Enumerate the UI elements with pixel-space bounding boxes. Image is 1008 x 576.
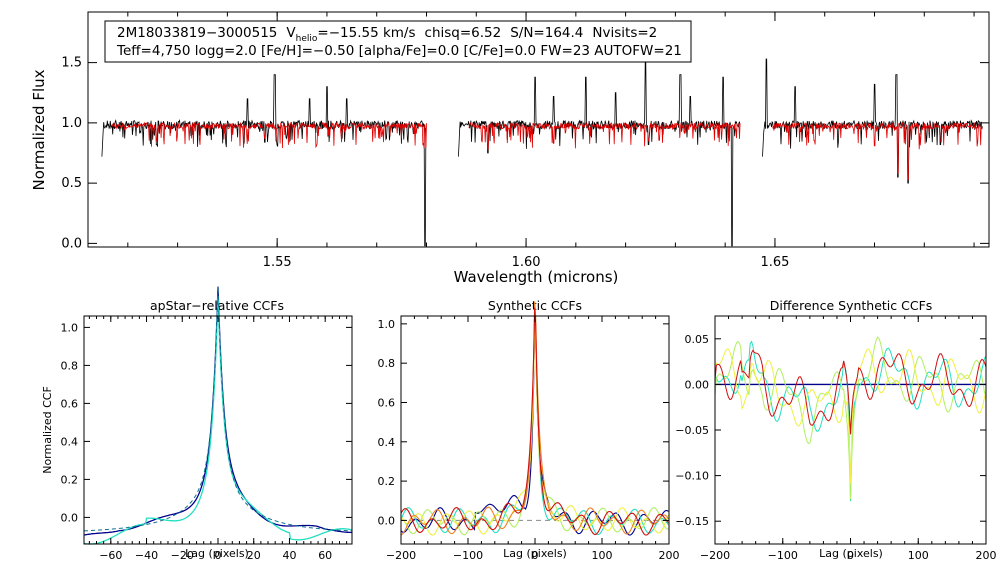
x-tick-label: 200 [976,549,997,562]
v-label: V [286,25,296,41]
ccf-series-line [83,296,353,545]
difference-series-line [714,348,987,484]
ccf-series-line [400,301,669,536]
y-axis-label: Normalized Flux [30,69,48,190]
y-tick-label: 1.0 [61,116,82,131]
y-tick-label: 0.5 [61,176,82,191]
y-tick-label: 0.8 [61,359,79,372]
model-spectrum-line [111,121,983,180]
ccf-series-line [84,286,352,532]
observed-spectrum-line [101,58,983,247]
x-tick-label: 1.65 [760,255,789,270]
panel-title: Difference Synthetic CCFs [770,298,933,313]
x-tick-label: 200 [659,549,680,562]
difference-ccf-lines [714,336,987,502]
x-tick-label: 100 [908,549,929,562]
y-tick-label: −0.05 [675,424,709,437]
difference-ccf-panel: Difference Synthetic CCFs Lag (pixels) −… [675,298,996,562]
info-box [104,20,692,63]
y-tick-label: −0.10 [675,470,709,483]
v-sub: helio [296,34,318,44]
x-tick-label: 1.60 [512,255,541,270]
x-tick-label: 0 [532,549,539,562]
y-tick-label: 0.00 [685,378,710,391]
x-tick-label: −200 [386,549,416,562]
ccf-series-line [400,307,669,536]
y-tick-label: 1.0 [378,318,396,331]
y-tick-label: 0.0 [378,514,396,527]
x-tick-label: −60 [99,549,122,562]
x-tick-label: −100 [768,549,798,562]
x-axis-label: Lag (pixels) [819,547,883,560]
y-tick-label: 0.0 [61,511,79,524]
x-tick-label: 40 [282,549,296,562]
x-axis-label: Lag (pixels) [185,547,249,560]
apstar-ticks [84,316,352,544]
x-tick-label: 100 [592,549,613,562]
y-tick-label: 1.5 [61,56,82,71]
x-axis-label: Lag (pixels) [503,547,567,560]
difference-series-line [714,336,987,500]
ccf-series-line [83,286,352,536]
y-tick-label: 0.4 [378,436,396,449]
synthetic-ticks [400,316,670,544]
difference-ticks [714,316,987,544]
x-tick-label: −40 [135,549,158,562]
info-line-2: Teff=4,750 logg=2.0 [Fe/H]=−0.50 [alpha/… [116,43,682,59]
spectrum-plot-area [101,58,983,247]
synthetic-ccf-lines [400,301,669,536]
x-tick-label: 0 [215,549,222,562]
y-tick-label: 0.8 [378,357,396,370]
x-axis-label: Wavelength (microns) [454,268,619,286]
spectrum-axes-frame [87,11,990,248]
difference-series-line [714,340,987,502]
v-value: =−15.55 km/s [317,25,415,41]
chisq: chisq=6.52 [425,25,502,41]
star-id: 2M18033819−3000515 [117,25,277,41]
signal-to-noise: S/N=164.4 [510,25,583,41]
x-tick-label: 0 [847,549,854,562]
difference-series-line [714,349,987,435]
x-tick-label: −100 [453,549,483,562]
nvisits: Nvisits=2 [592,25,657,41]
synthetic-ccf-panel: Synthetic CCFs Lag (pixels) −200 −100 0 … [378,298,680,562]
y-tick-label: 0.6 [61,397,79,410]
y-axis-label: Normalized CCF [41,386,54,474]
y-tick-label: −0.15 [675,515,709,528]
y-tick-label: 0.05 [685,333,710,346]
y-tick-label: 0.6 [378,396,396,409]
x-tick-label: 60 [318,549,332,562]
x-tick-label: −20 [171,549,194,562]
apstar-axes-frame [83,315,353,545]
y-tick-label: 0.2 [61,473,79,486]
y-tick-label: 0.2 [378,475,396,488]
y-tick-label: 0.4 [61,435,79,448]
y-tick-label: 0.0 [61,236,82,251]
x-tick-label: −200 [700,549,730,562]
apstar-ccf-panel: apStar−relative CCFs Lag (pixels) Normal… [41,286,353,562]
y-tick-label: 1.0 [61,321,79,334]
spectrum-panel: 1.55 1.60 1.65 0.0 0.5 1.0 1.5 Wavelengt… [30,11,990,286]
info-line-1: 2M18033819−3000515 Vhelio=−15.55 km/s chis… [117,25,657,44]
spectrum-ticks [88,12,989,247]
apstar-ccf-lines [83,286,353,545]
x-tick-label: 20 [247,549,261,562]
synthetic-axes-frame [400,315,670,545]
x-tick-label: 1.55 [263,255,292,270]
